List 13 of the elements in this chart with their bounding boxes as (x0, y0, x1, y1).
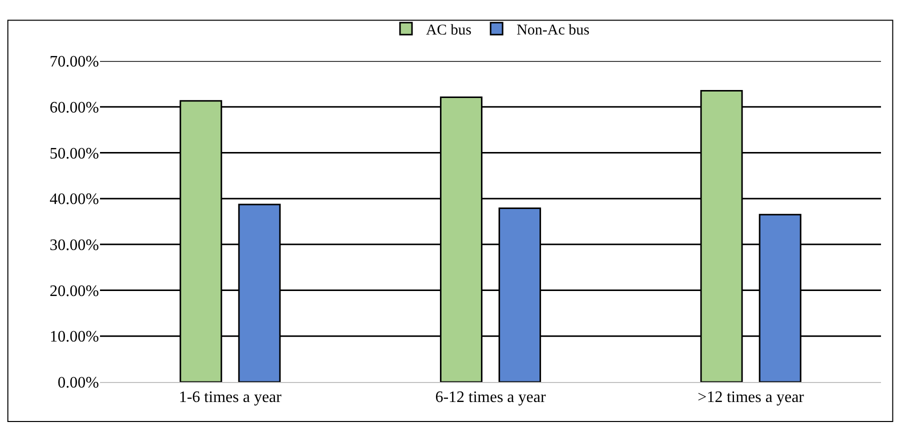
x-tick-label: 1-6 times a year (178, 389, 282, 406)
y-tick-label: 30.00% (50, 237, 99, 254)
y-tick-label: 60.00% (50, 99, 99, 116)
y-tick-label: 10.00% (50, 328, 99, 346)
y-tick-label: 40.00% (50, 191, 99, 208)
y-tick-label: 0.00% (58, 374, 99, 392)
x-tick-label: >12 times a year (698, 389, 805, 406)
y-tick-label: 20.00% (50, 282, 99, 300)
y-tick-label: 70.00% (50, 54, 99, 71)
x-tick-label: 6-12 times a year (435, 389, 546, 406)
legend-label: AC bus (426, 22, 472, 38)
legend-label: Non-Ac bus (516, 22, 590, 38)
y-tick-label: 50.00% (50, 145, 99, 162)
